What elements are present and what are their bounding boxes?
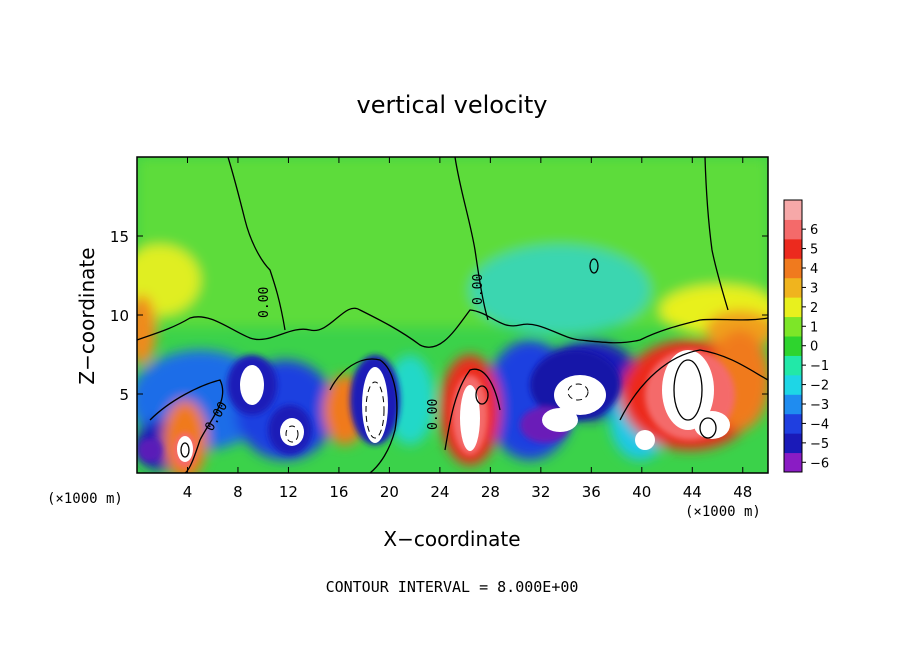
contour-label-4: 0.00 [471,274,486,305]
colorbar-label: 4 [810,262,818,277]
contour-label-2: 0.00 [426,399,441,430]
z-axis-title: Z−coordinate [75,247,99,384]
colorbar-label: 0 [810,340,818,355]
x-tick-label: 48 [733,483,752,501]
x-tick-label: 28 [481,483,500,501]
upper-light-band [137,157,768,327]
colorbar-frame [783,199,803,473]
white-region-8 [662,350,714,430]
colorbar-swatch [784,374,802,395]
colorbar-swatch [784,238,802,259]
colorbar-swatch [784,452,802,473]
colorbar-swatch [784,355,802,376]
colorbar: −6 −5 −4 −3 −2 −1 0 1 2 3 4 5 6 [783,199,829,473]
zero-contour-left-column [227,157,286,331]
purple-core-1 [138,438,162,462]
white-region-4 [362,367,388,443]
x-tick-label: 12 [279,483,298,501]
z-tick-label: 5 [119,386,129,404]
z-axis: 5 10 15 [110,228,768,404]
closed-contour-3 [699,417,717,439]
white-region-3 [280,418,304,446]
x-tick-label: 36 [582,483,601,501]
colorbar-swatch [784,394,802,415]
x-tick-label: 44 [683,483,702,501]
white-region-9 [694,411,730,439]
colorbar-swatch [784,336,802,356]
colorbar-label: 3 [810,281,818,296]
colorbar-label: −3 [810,398,829,413]
cyan-band-4 [385,355,435,445]
colorbar-label: 2 [810,301,818,316]
x-tick-label: 16 [329,483,348,501]
colorbar-swatch [784,297,802,318]
colorbar-swatch [784,413,802,434]
zero-contour-right-column [704,157,729,311]
orange-left-zone [137,295,156,365]
heatmap-field: 0.00 0.00 0.00 0.00 [137,157,768,473]
negative-contour-3 [567,383,589,401]
x-unit-label-right: (×1000 m) [685,504,761,520]
closed-contour-5 [589,258,599,274]
x-tick-label: 24 [430,483,449,501]
white-region-7 [542,408,578,432]
colorbar-swatch [784,277,802,298]
colorbar-label: −1 [810,359,829,374]
colorbar-label: −5 [810,437,829,452]
x-tick-label: 4 [183,483,193,501]
contour-interval-note: CONTOUR INTERVAL = 8.000E+00 [326,578,579,596]
cyan-upper-zone [470,245,650,335]
white-region-1 [177,436,193,462]
colorbar-label: 1 [810,320,818,335]
chart-title: vertical velocity [357,91,548,119]
colorbar-swatch [784,433,802,454]
contour-lower-3 [444,368,501,451]
contour-lower-4 [619,349,768,421]
contour-label-3: 0.00 [257,287,272,318]
colorbar-label: 6 [810,223,818,238]
zero-contour-mid-column [454,157,489,321]
white-region-6 [554,375,606,415]
negative-contour-1 [365,381,385,439]
colorbar-label: −2 [810,379,829,394]
colorbar-swatch [784,258,802,279]
contour-lower-2 [329,358,398,473]
x-tick-label: 20 [380,483,399,501]
x-tick-label: 32 [531,483,550,501]
yellow-left-zone [137,245,200,315]
closed-contour-2 [475,385,489,405]
closed-contour-1 [673,359,703,421]
zero-contour-low [137,307,768,348]
x-tick-label: 8 [233,483,243,501]
colorbar-label: −6 [810,456,829,471]
contour-lower-1 [149,379,224,473]
x-axis-title: X−coordinate [383,527,520,551]
x-axis: 4 8 12 16 20 24 28 32 36 40 44 48 [183,157,752,501]
colorbar-label: −4 [810,417,829,432]
negative-contour-2 [285,425,299,443]
colorbar-swatch [784,219,802,240]
x-unit-label-left: (×1000 m) [47,491,123,507]
white-region-10 [635,430,655,450]
white-region-2 [240,365,264,405]
x-tick-label: 40 [632,483,651,501]
z-tick-label: 15 [110,228,129,246]
colorbar-swatch [784,316,802,337]
white-region-5 [460,385,480,451]
z-tick-label: 10 [110,307,129,325]
colorbar-label: 5 [810,243,818,258]
colorbar-swatch [784,200,802,220]
closed-contour-4 [180,442,190,458]
